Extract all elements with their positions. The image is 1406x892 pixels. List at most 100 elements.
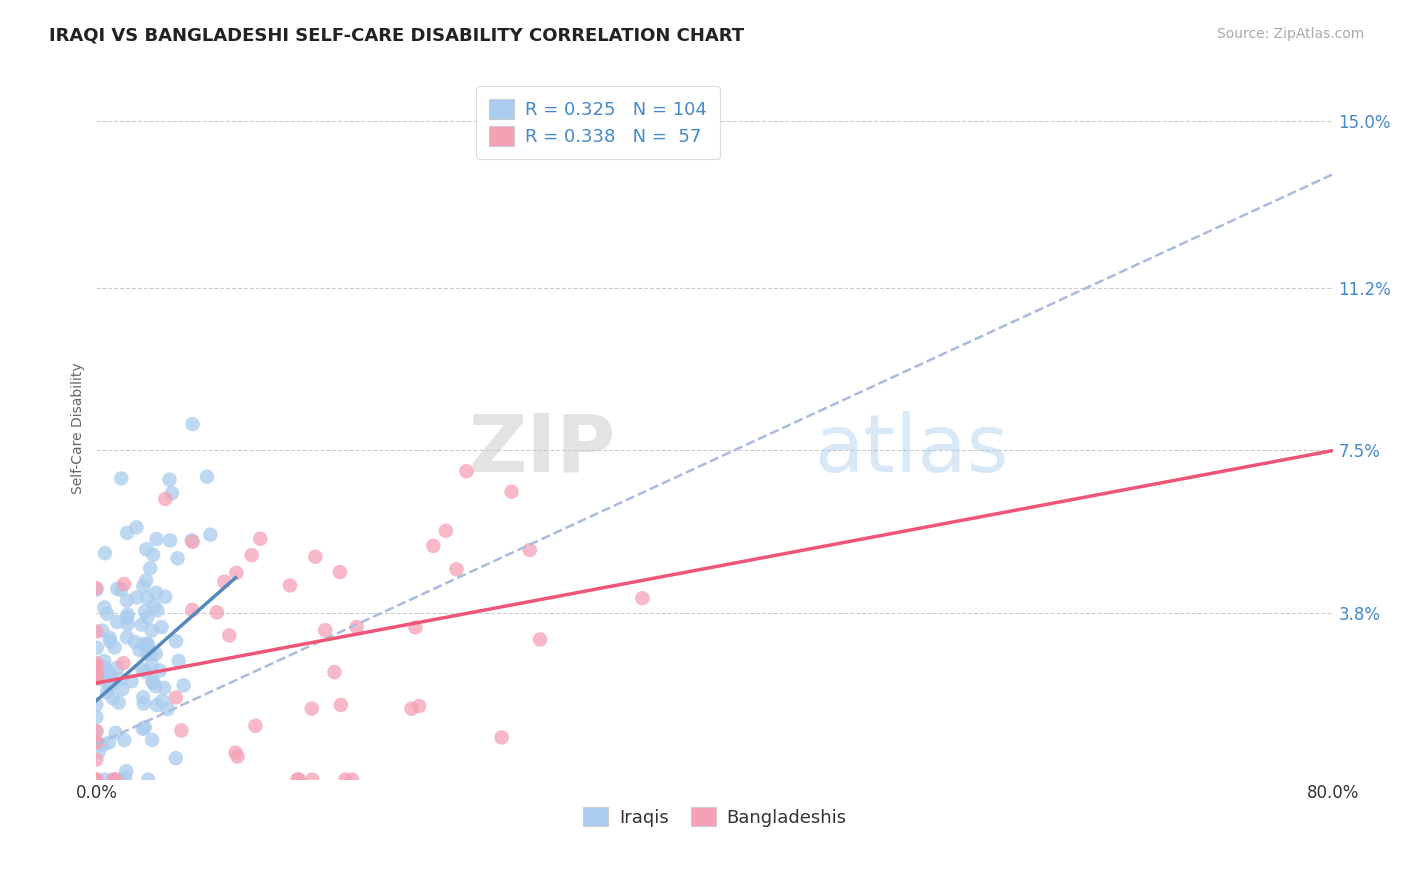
Point <box>110 582 132 597</box>
Point <box>141 657 163 672</box>
Point <box>91 624 114 638</box>
Point <box>86 772 108 787</box>
Point <box>150 620 173 634</box>
Point <box>165 634 187 648</box>
Point <box>86 581 108 595</box>
Point <box>86 772 108 787</box>
Point <box>160 486 183 500</box>
Point <box>150 693 173 707</box>
Point <box>104 640 127 655</box>
Point <box>304 549 326 564</box>
Point <box>86 735 108 749</box>
Point <box>136 648 159 662</box>
Point <box>301 701 323 715</box>
Point <box>86 724 108 739</box>
Point <box>153 590 176 604</box>
Point <box>96 685 118 699</box>
Point <box>131 663 153 677</box>
Point <box>108 696 131 710</box>
Point <box>181 603 204 617</box>
Point <box>104 772 127 787</box>
Point <box>159 533 181 548</box>
Point <box>86 724 108 739</box>
Point <box>134 665 156 679</box>
Point <box>114 771 136 785</box>
Point <box>501 484 523 499</box>
Point <box>156 702 179 716</box>
Point <box>103 772 125 787</box>
Point <box>115 610 138 624</box>
Point <box>117 607 139 622</box>
Point <box>86 624 108 639</box>
Point <box>134 721 156 735</box>
Point <box>165 690 187 705</box>
Point <box>519 543 541 558</box>
Point <box>408 699 430 714</box>
Point <box>323 665 346 680</box>
Point <box>143 599 166 614</box>
Point <box>167 654 190 668</box>
Point <box>136 772 159 787</box>
Point <box>340 772 363 787</box>
Point <box>94 772 117 787</box>
Point <box>245 719 267 733</box>
Point <box>111 682 134 697</box>
Point <box>529 632 551 647</box>
Point <box>103 772 125 787</box>
Point <box>145 698 167 712</box>
Point <box>132 637 155 651</box>
Point <box>132 690 155 705</box>
Point <box>278 578 301 592</box>
Point <box>132 579 155 593</box>
Point <box>200 527 222 541</box>
Point <box>136 591 159 605</box>
Point <box>105 661 128 675</box>
Point <box>134 604 156 618</box>
Point <box>86 772 108 787</box>
Point <box>86 735 108 749</box>
Point <box>97 665 120 679</box>
Point <box>128 643 150 657</box>
Point <box>86 656 108 670</box>
Point <box>145 647 167 661</box>
Point <box>301 772 323 787</box>
Point <box>139 647 162 661</box>
Point <box>132 697 155 711</box>
Point <box>125 520 148 534</box>
Point <box>456 464 478 478</box>
Point <box>143 679 166 693</box>
Point <box>136 637 159 651</box>
Point <box>434 524 457 538</box>
Point <box>86 665 108 679</box>
Point <box>124 635 146 649</box>
Legend: Iraqis, Bangladeshis: Iraqis, Bangladeshis <box>576 799 853 834</box>
Point <box>96 677 118 691</box>
Point <box>115 525 138 540</box>
Point <box>110 673 132 687</box>
Point <box>329 698 352 712</box>
Point <box>181 534 204 549</box>
Point <box>86 582 108 597</box>
Point <box>173 678 195 692</box>
Point <box>93 600 115 615</box>
Point <box>110 471 132 485</box>
Point <box>86 658 108 673</box>
Point <box>329 565 352 579</box>
Point <box>105 615 128 629</box>
Point <box>218 628 240 642</box>
Point <box>100 668 122 682</box>
Point <box>100 679 122 693</box>
Point <box>86 671 108 685</box>
Point <box>135 542 157 557</box>
Point <box>401 701 423 715</box>
Point <box>225 746 247 760</box>
Point <box>121 674 143 689</box>
Point <box>86 668 108 682</box>
Text: ZIP: ZIP <box>468 410 616 489</box>
Point <box>136 610 159 624</box>
Point <box>141 733 163 747</box>
Point <box>104 726 127 740</box>
Point <box>155 491 177 506</box>
Point <box>212 574 235 589</box>
Point <box>404 620 426 634</box>
